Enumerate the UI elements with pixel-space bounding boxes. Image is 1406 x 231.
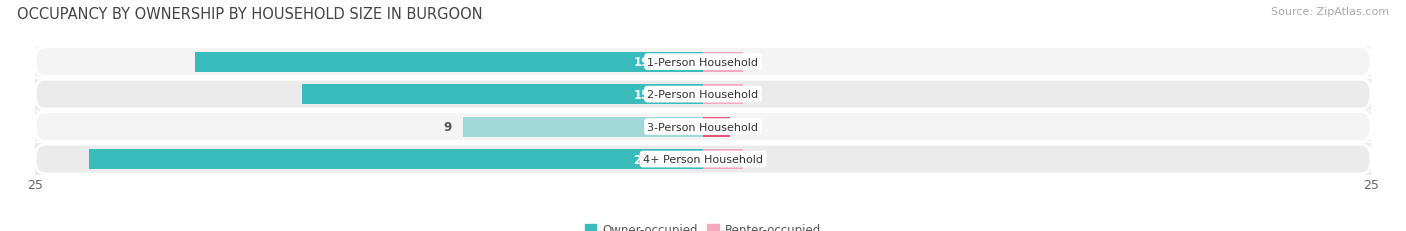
Text: Source: ZipAtlas.com: Source: ZipAtlas.com [1271, 7, 1389, 17]
Text: 0: 0 [754, 56, 762, 69]
Text: 15: 15 [633, 88, 650, 101]
Text: 2-Person Household: 2-Person Household [647, 90, 759, 100]
Text: 9: 9 [444, 121, 451, 134]
Bar [35, 47, 1371, 78]
Bar [195, 52, 703, 72]
Text: 4+ Person Household: 4+ Person Household [643, 154, 763, 164]
Text: 23: 23 [633, 153, 650, 166]
Bar [35, 79, 1371, 110]
Legend: Owner-occupied, Renter-occupied: Owner-occupied, Renter-occupied [579, 219, 827, 231]
Bar [703, 52, 742, 72]
Bar [703, 149, 742, 169]
Text: 0: 0 [754, 153, 762, 166]
Bar [703, 85, 742, 105]
Text: 0: 0 [754, 88, 762, 101]
Bar [89, 149, 703, 169]
FancyBboxPatch shape [35, 48, 1371, 77]
FancyBboxPatch shape [35, 112, 1371, 142]
Bar [302, 85, 703, 105]
Bar [463, 117, 703, 137]
Text: 1-Person Household: 1-Person Household [648, 57, 758, 67]
Bar [35, 144, 1371, 175]
Text: OCCUPANCY BY OWNERSHIP BY HOUSEHOLD SIZE IN BURGOON: OCCUPANCY BY OWNERSHIP BY HOUSEHOLD SIZE… [17, 7, 482, 22]
FancyBboxPatch shape [35, 80, 1371, 109]
Bar [35, 112, 1371, 143]
Text: 19: 19 [633, 56, 650, 69]
Text: 3-Person Household: 3-Person Household [648, 122, 758, 132]
Bar [703, 117, 730, 137]
FancyBboxPatch shape [35, 145, 1371, 174]
Text: 1: 1 [754, 121, 762, 134]
